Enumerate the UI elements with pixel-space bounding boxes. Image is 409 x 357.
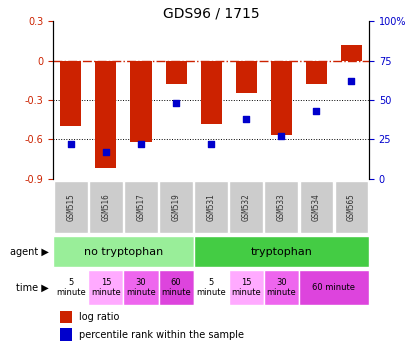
Text: GSM533: GSM533 xyxy=(276,193,285,221)
Bar xyxy=(194,181,227,233)
Point xyxy=(312,108,319,114)
Bar xyxy=(95,61,116,168)
Point xyxy=(347,78,354,84)
Text: no tryptophan: no tryptophan xyxy=(83,247,163,257)
Point xyxy=(172,100,179,106)
Bar xyxy=(264,181,297,233)
Text: tryptophan: tryptophan xyxy=(250,247,312,257)
Bar xyxy=(305,61,326,84)
Point xyxy=(207,141,214,147)
Bar xyxy=(89,181,122,233)
Bar xyxy=(193,236,368,267)
Bar xyxy=(130,61,151,142)
Text: 60 minute: 60 minute xyxy=(312,283,355,292)
Bar xyxy=(59,311,72,323)
Bar xyxy=(60,61,81,126)
Bar xyxy=(200,61,221,124)
Text: time ▶: time ▶ xyxy=(16,282,49,292)
Text: GSM534: GSM534 xyxy=(311,193,320,221)
Text: GSM532: GSM532 xyxy=(241,193,250,221)
Bar xyxy=(59,328,72,341)
Text: 30
minute: 30 minute xyxy=(126,278,155,297)
Text: GSM519: GSM519 xyxy=(171,193,180,221)
Text: GSM516: GSM516 xyxy=(101,193,110,221)
Bar xyxy=(88,270,123,305)
Text: GSM515: GSM515 xyxy=(66,193,75,221)
Text: percentile rank within the sample: percentile rank within the sample xyxy=(79,330,243,340)
Point xyxy=(277,133,284,139)
Text: GSM517: GSM517 xyxy=(136,193,145,221)
Text: agent ▶: agent ▶ xyxy=(10,247,49,257)
Point xyxy=(137,141,144,147)
Bar xyxy=(270,61,291,135)
Text: 5
minute: 5 minute xyxy=(56,278,85,297)
Bar xyxy=(54,181,88,233)
Text: 30
minute: 30 minute xyxy=(266,278,295,297)
Point xyxy=(243,116,249,122)
Bar xyxy=(158,270,193,305)
Bar xyxy=(124,181,157,233)
Bar xyxy=(193,270,228,305)
Text: log ratio: log ratio xyxy=(79,312,119,322)
Bar xyxy=(263,270,298,305)
Bar xyxy=(235,61,256,94)
Text: 5
minute: 5 minute xyxy=(196,278,225,297)
Text: 15
minute: 15 minute xyxy=(231,278,261,297)
Text: GSM565: GSM565 xyxy=(346,193,355,221)
Bar xyxy=(334,181,367,233)
Bar xyxy=(123,270,158,305)
Bar xyxy=(165,61,186,84)
Point xyxy=(67,141,74,147)
Point xyxy=(102,149,109,155)
Bar xyxy=(340,45,361,61)
Text: GSM531: GSM531 xyxy=(206,193,215,221)
Bar xyxy=(53,270,88,305)
Title: GDS96 / 1715: GDS96 / 1715 xyxy=(162,6,259,20)
Bar xyxy=(159,181,193,233)
Bar xyxy=(298,270,368,305)
Bar xyxy=(299,181,333,233)
Text: 15
minute: 15 minute xyxy=(91,278,121,297)
Text: 60
minute: 60 minute xyxy=(161,278,191,297)
Bar xyxy=(53,236,193,267)
Bar xyxy=(228,270,263,305)
Bar xyxy=(229,181,263,233)
